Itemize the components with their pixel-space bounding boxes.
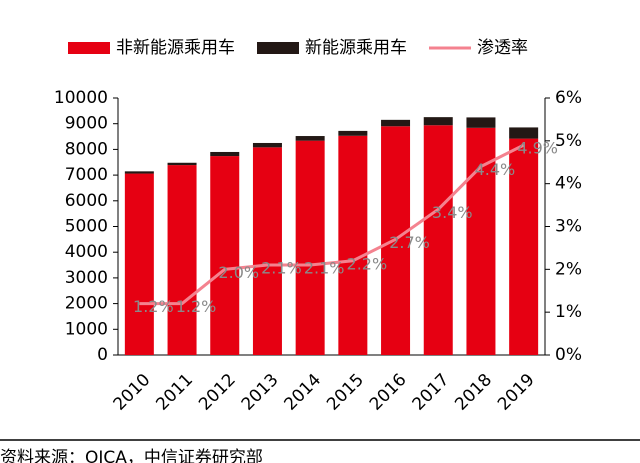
x-tick-label: 2018 [451,370,496,415]
y-tick-label: 3000 [65,268,108,288]
y2-tick-label: 3% [555,217,582,237]
y-tick-label: 1000 [65,319,108,339]
data-label: 1.2% [133,297,174,316]
bar [509,127,539,139]
x-tick-label: 2019 [494,370,539,415]
y-tick-label: 2000 [65,294,108,314]
y-tick-label: 5000 [65,217,108,237]
y-tick-label: 4000 [65,242,108,262]
y2-tick-label: 1% [555,302,582,322]
bar [295,136,325,141]
y-tick-label: 6000 [65,191,108,211]
bar [167,162,197,166]
data-label: 4.9% [517,139,558,158]
x-tick-label: 2015 [323,370,368,415]
x-tick-label: 2013 [238,370,283,415]
data-label: 3.4% [432,203,473,222]
rate-line [139,143,525,306]
bar [210,156,240,355]
x-tick-label: 2012 [195,370,240,415]
y2-tick-label: 2% [555,259,582,279]
bar [124,173,154,355]
bar [423,117,453,126]
bar [423,125,453,355]
bar [509,138,539,355]
y2-tick-label: 5% [555,131,582,151]
bar [381,119,411,127]
y2-tick-label: 4% [555,174,582,194]
y-tick-label: 0 [97,345,108,365]
x-tick-label: 2016 [366,370,411,415]
data-label: 2.0% [218,263,259,282]
bar [252,142,282,148]
legend-label: 非新能源乘用车 [116,38,235,58]
data-label: 2.1% [304,259,345,278]
bar [338,130,368,136]
bar [252,147,282,355]
y-tick-label: 10000 [54,88,108,108]
legend-swatch [68,42,110,54]
bar [210,151,240,157]
bar [338,135,368,355]
y-tick-label: 7000 [65,165,108,185]
x-tick-label: 2011 [152,370,197,415]
bar [167,165,197,355]
data-label: 1.2% [176,297,217,316]
x-tick-label: 2017 [409,370,454,415]
data-label: 2.2% [347,254,388,273]
source: 资料来源：OICA，中信证券研究部 [0,448,263,463]
bar [466,117,496,128]
data-label: 2.7% [389,233,430,252]
bar [124,171,154,174]
legend-label: 新能源乘用车 [305,38,407,58]
data-label: 2.1% [261,259,302,278]
legend-swatch [257,42,299,54]
y2-tick-label: 0% [555,345,582,365]
legend-label: 渗透率 [477,38,528,58]
y-tick-label: 9000 [65,114,108,134]
data-label: 4.4% [475,160,516,179]
y-tick-label: 8000 [65,139,108,159]
bar [295,140,325,355]
x-tick-label: 2014 [280,370,325,415]
y2-tick-label: 6% [555,88,582,108]
x-tick-label: 2010 [110,370,155,415]
